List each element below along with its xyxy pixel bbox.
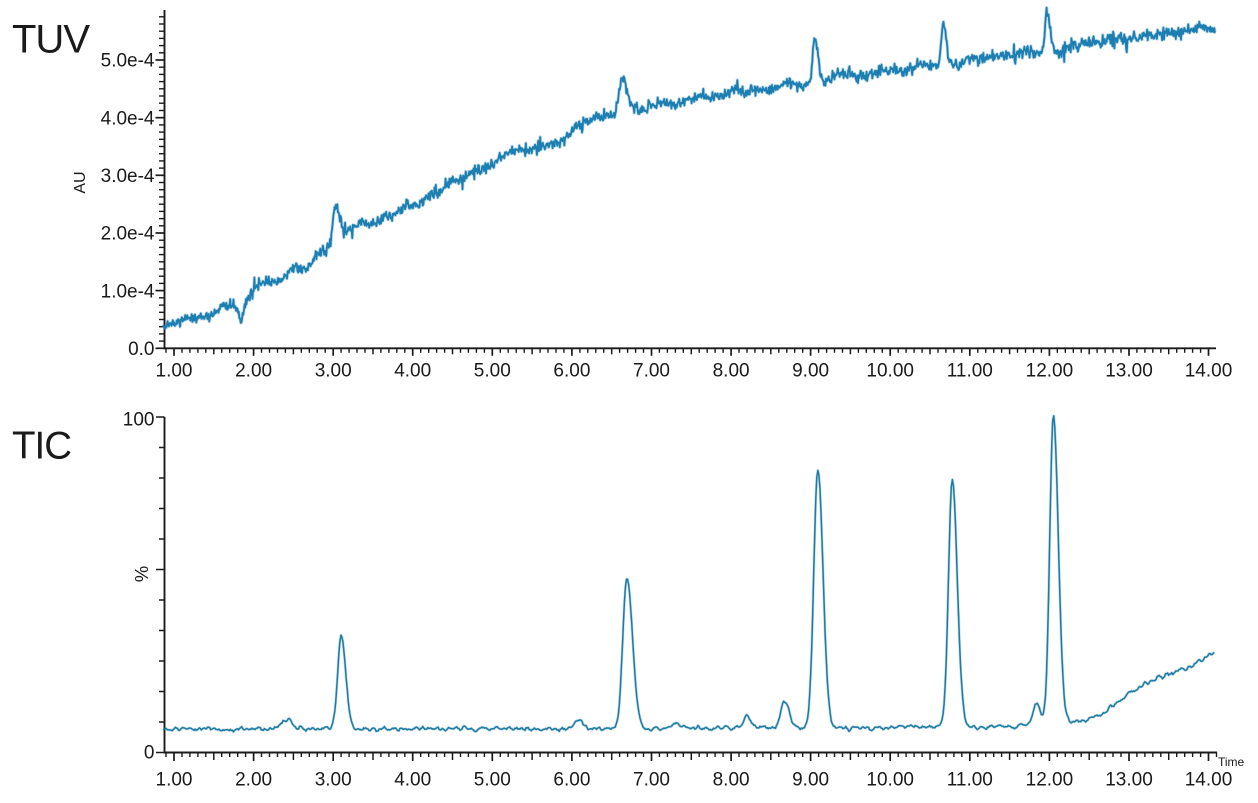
svg-text:TIC: TIC [12,425,71,468]
svg-text:3.00: 3.00 [315,361,352,382]
svg-text:9.00: 9.00 [792,770,829,791]
svg-text:6.00: 6.00 [553,770,590,791]
svg-text:1.0e-4: 1.0e-4 [101,281,155,302]
svg-text:3.0e-4: 3.0e-4 [101,166,155,187]
svg-text:%: % [131,566,152,582]
svg-text:7.00: 7.00 [633,361,670,382]
svg-text:12.00: 12.00 [1026,770,1074,791]
svg-text:4.00: 4.00 [394,361,431,382]
svg-text:13.00: 13.00 [1105,770,1153,791]
svg-text:5.00: 5.00 [474,361,511,382]
svg-text:1.00: 1.00 [156,361,193,382]
svg-text:14.00: 14.00 [1185,361,1233,382]
svg-text:2.00: 2.00 [235,770,272,791]
svg-text:5.0e-4: 5.0e-4 [101,51,155,72]
svg-text:0.0: 0.0 [128,339,154,360]
svg-text:1.00: 1.00 [156,770,193,791]
svg-text:8.00: 8.00 [713,770,750,791]
svg-text:5.00: 5.00 [474,770,511,791]
svg-text:14.00: 14.00 [1185,770,1233,791]
svg-text:11.00: 11.00 [947,361,993,382]
svg-text:13.00: 13.00 [1105,361,1153,382]
svg-text:7.00: 7.00 [633,770,670,791]
svg-text:0: 0 [144,743,155,764]
svg-text:4.00: 4.00 [394,770,431,791]
svg-text:11.00: 11.00 [947,770,993,791]
svg-text:Time: Time [1218,755,1245,769]
svg-text:10.00: 10.00 [866,770,914,791]
svg-text:3.00: 3.00 [315,770,352,791]
svg-text:2.0e-4: 2.0e-4 [101,224,155,245]
svg-text:6.00: 6.00 [553,361,590,382]
svg-text:AU: AU [72,171,89,193]
svg-text:2.00: 2.00 [235,361,272,382]
svg-text:4.0e-4: 4.0e-4 [101,108,155,129]
svg-text:8.00: 8.00 [713,361,750,382]
svg-text:12.00: 12.00 [1026,361,1074,382]
svg-text:10.00: 10.00 [866,361,914,382]
svg-text:9.00: 9.00 [792,361,829,382]
svg-text:TUV: TUV [12,18,90,62]
svg-text:100: 100 [123,410,155,431]
